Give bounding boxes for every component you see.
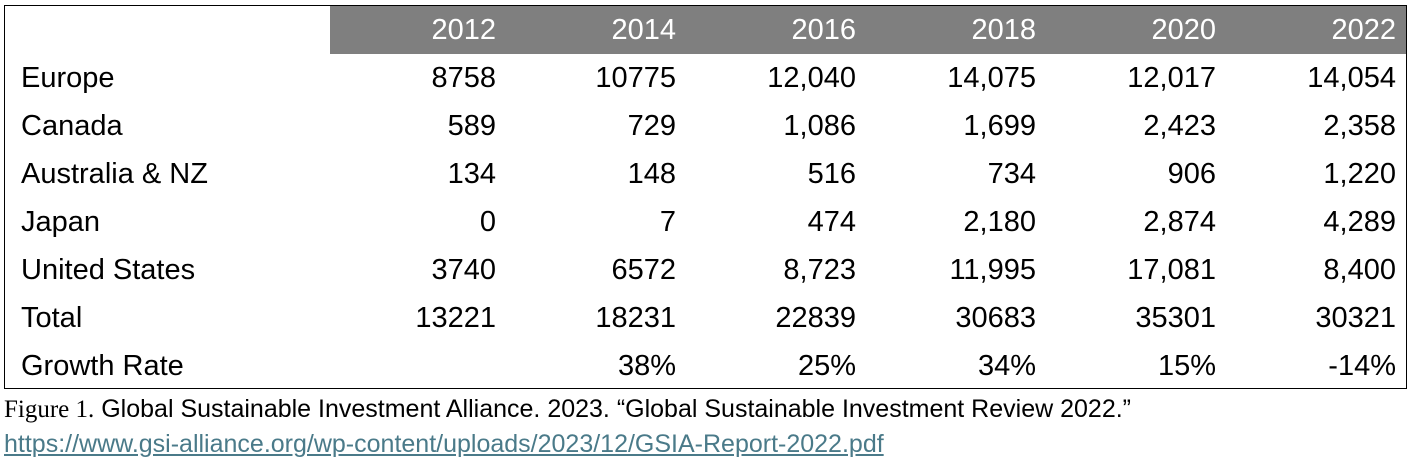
table-cell: 2,180 bbox=[963, 205, 1036, 238]
column-header-2022: 2022 bbox=[1230, 6, 1406, 54]
table-cell: 38% bbox=[617, 349, 676, 382]
table-cell: 1,699 bbox=[963, 109, 1036, 142]
table-cell: 12,017 bbox=[1127, 61, 1216, 94]
table-body: Europe 8758 10775 12,040 14,075 12,017 14,054 C… bbox=[5, 54, 1406, 388]
table-cell: 8,400 bbox=[1323, 253, 1396, 286]
row-label: Total bbox=[21, 301, 83, 334]
table-cell: 0 bbox=[479, 205, 496, 238]
table-cell: 2,874 bbox=[1143, 205, 1216, 238]
table-cell: 18231 bbox=[595, 301, 676, 334]
table-cell: 1,220 bbox=[1323, 157, 1396, 190]
table-cell: 35301 bbox=[1135, 301, 1216, 334]
table-row: Europe 8758 10775 12,040 14,075 12,017 14,054 bbox=[5, 54, 1406, 102]
table-cell: 734 bbox=[987, 157, 1036, 190]
table-cell: 2,358 bbox=[1323, 109, 1396, 142]
table-row: United States 3740 6572 8,723 11,995 17,081 8,… bbox=[5, 246, 1406, 294]
table-row: Canada 589 729 1,086 1,699 2,423 2,358 bbox=[5, 102, 1406, 150]
table-header-corner bbox=[5, 6, 330, 54]
table-cell: 25% bbox=[797, 349, 856, 382]
table-cell: 10775 bbox=[595, 61, 676, 94]
table-cell: 4,289 bbox=[1323, 205, 1396, 238]
column-header-2014: 2014 bbox=[510, 6, 690, 54]
table-row: Total 13221 18231 22839 30683 35301 30321 bbox=[5, 294, 1406, 342]
column-header-2016: 2016 bbox=[690, 6, 870, 54]
table-cell: 17,081 bbox=[1127, 253, 1216, 286]
table-cell: 30321 bbox=[1315, 301, 1396, 334]
row-label: United States bbox=[21, 253, 196, 286]
table-cell: 14,054 bbox=[1307, 61, 1396, 94]
caption-text: Global Sustainable Investment Alliance. … bbox=[94, 395, 1131, 423]
table-cell: 7 bbox=[659, 205, 676, 238]
table-cell: 148 bbox=[627, 157, 676, 190]
data-table: 2012 2014 2016 2018 2020 2022 Europe 8758 10775… bbox=[5, 6, 1406, 388]
row-label: Canada bbox=[21, 109, 123, 142]
row-label: Growth Rate bbox=[21, 349, 184, 382]
table-row: Australia & NZ 134 148 516 734 906 1,220 bbox=[5, 150, 1406, 198]
table-row: Growth Rate 38% 25% 34% 15% -14% bbox=[5, 342, 1406, 388]
table-cell: 134 bbox=[447, 157, 496, 190]
table-cell: 22839 bbox=[775, 301, 856, 334]
row-label: Japan bbox=[21, 205, 101, 238]
table-cell: 906 bbox=[1167, 157, 1216, 190]
table-cell: 8758 bbox=[431, 61, 496, 94]
table-cell: 34% bbox=[977, 349, 1036, 382]
table-cell: 8,723 bbox=[783, 253, 856, 286]
figure-caption: Figure 1. Global Sustainable Investment … bbox=[4, 393, 1131, 426]
table-cell: 589 bbox=[447, 109, 496, 142]
figure-label: Figure 1. bbox=[4, 396, 95, 423]
table-cell: 30683 bbox=[955, 301, 1036, 334]
table-cell: 14,075 bbox=[947, 61, 1036, 94]
column-header-2020: 2020 bbox=[1050, 6, 1230, 54]
source-link[interactable]: https://www.gsi-alliance.org/wp-content/… bbox=[4, 430, 884, 458]
table-cell: -14% bbox=[1328, 349, 1396, 382]
data-table-frame: 2012 2014 2016 2018 2020 2022 Europe 8758 10775… bbox=[4, 5, 1407, 389]
table-cell: 3740 bbox=[431, 253, 496, 286]
row-label: Europe bbox=[21, 61, 115, 94]
column-header-2012: 2012 bbox=[330, 6, 510, 54]
table-cell: 12,040 bbox=[767, 61, 856, 94]
table-cell: 1,086 bbox=[783, 109, 856, 142]
table-cell: 2,423 bbox=[1143, 109, 1216, 142]
table-cell: 516 bbox=[807, 157, 856, 190]
table-header-row: 2012 2014 2016 2018 2020 2022 bbox=[5, 6, 1406, 54]
row-label: Australia & NZ bbox=[21, 157, 208, 190]
table-cell bbox=[330, 342, 510, 388]
table-cell: 13221 bbox=[415, 301, 496, 334]
table-cell: 729 bbox=[627, 109, 676, 142]
column-header-2018: 2018 bbox=[870, 6, 1050, 54]
table-cell: 6572 bbox=[611, 253, 676, 286]
table-cell: 15% bbox=[1157, 349, 1216, 382]
table-row: Japan 0 7 474 2,180 2,874 4,289 bbox=[5, 198, 1406, 246]
table-cell: 11,995 bbox=[949, 253, 1036, 286]
table-cell: 474 bbox=[807, 205, 856, 238]
